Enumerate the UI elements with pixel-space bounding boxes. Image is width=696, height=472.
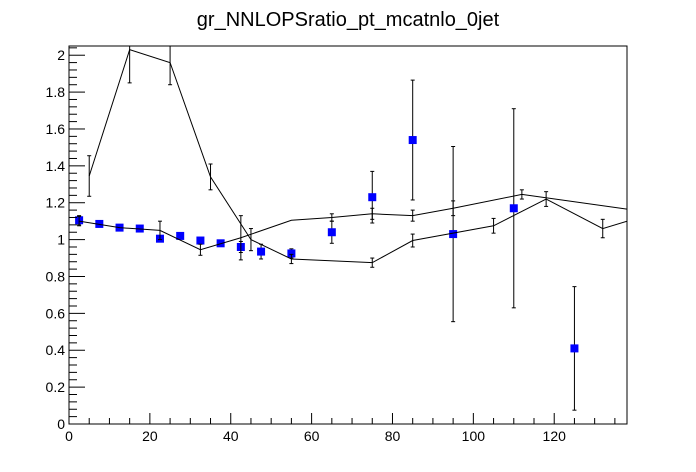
x-tick-label: 40	[223, 428, 239, 444]
series-3	[77, 189, 627, 261]
data-point	[449, 230, 458, 239]
data-point	[287, 249, 296, 258]
y-tick-label: 0.6	[46, 305, 66, 321]
data-point	[196, 236, 205, 245]
plot-area	[75, 46, 627, 411]
y-tick-label: 1.2	[46, 195, 66, 211]
x-tick-label: 120	[543, 428, 567, 444]
y-tick-label: 1	[57, 232, 65, 248]
axes: 0 20 40 60 80 100 120 0 0.2 0.4 0.6 0.8 1 1.2 1.4 1.6 1.…	[46, 45, 628, 444]
y-tick-label: 1.8	[46, 84, 66, 100]
y-tick-label: 0.4	[46, 342, 66, 358]
data-point	[176, 231, 185, 240]
data-point	[570, 344, 579, 353]
x-tick-label: 60	[304, 428, 320, 444]
plot-frame	[68, 45, 628, 425]
chart-title: gr_NNLOPSratio_pt_mcatnlo_0jet	[197, 9, 500, 31]
x-tick-label: 20	[142, 428, 158, 444]
series-line	[88, 49, 627, 264]
data-point	[327, 228, 336, 237]
data-point	[408, 136, 417, 145]
series-line	[79, 193, 627, 251]
y-tick-label: 0.2	[46, 379, 66, 395]
y-tick-label: 0	[57, 416, 65, 432]
y-tick-label: 2	[57, 47, 65, 63]
y-tick-label: 1.6	[46, 121, 66, 137]
series-2	[87, 46, 627, 268]
data-point	[509, 204, 518, 213]
y-tick-label: 0.8	[46, 268, 66, 284]
x-tick-label: 0	[65, 428, 73, 444]
y-tick-label: 1.4	[46, 158, 66, 174]
x-tick-label: 100	[462, 428, 486, 444]
data-point	[368, 193, 377, 202]
series-1	[75, 79, 579, 411]
x-tick-label: 80	[385, 428, 401, 444]
data-point	[257, 247, 266, 256]
